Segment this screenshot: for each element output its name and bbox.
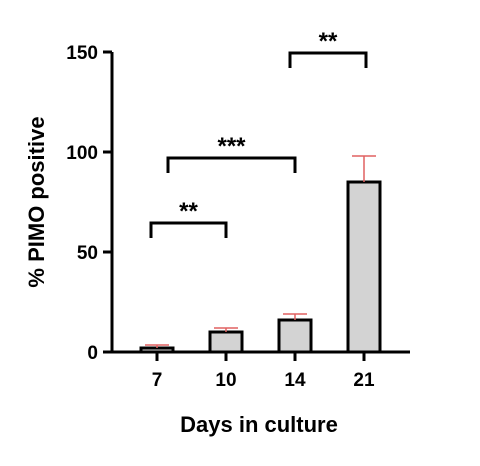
y-tick-label-0: 0 (87, 343, 98, 364)
x-tick-label-7: 7 (152, 370, 163, 391)
bar-14 (277, 318, 313, 354)
significance-label-2: *** (217, 133, 246, 160)
y-tick-label-100: 100 (66, 143, 98, 164)
error-bars-layer (145, 155, 376, 348)
y-tick-label-150: 150 (66, 43, 98, 64)
significance-bracket-2 (166, 156, 297, 173)
significance-layer: ******* (149, 28, 368, 238)
significance-bracket-1 (149, 221, 228, 238)
y-tick-label-50: 50 (77, 243, 98, 264)
significance-label-1: ** (179, 198, 198, 225)
x-tick-label-10: 10 (215, 370, 236, 391)
significance-bracket-3 (288, 51, 368, 68)
y-axis-label: % PIMO positive (24, 116, 49, 287)
significance-label-3: ** (319, 28, 338, 55)
x-axis-label: Days in culture (180, 412, 338, 437)
x-tick-label-14: 14 (284, 370, 306, 391)
bar-10 (208, 330, 244, 354)
axes-layer: 0 50 100 150 7 10 14 21 (66, 43, 410, 391)
bar-21 (346, 180, 382, 354)
bars-layer (139, 180, 382, 354)
x-tick-label-21: 21 (353, 370, 375, 391)
